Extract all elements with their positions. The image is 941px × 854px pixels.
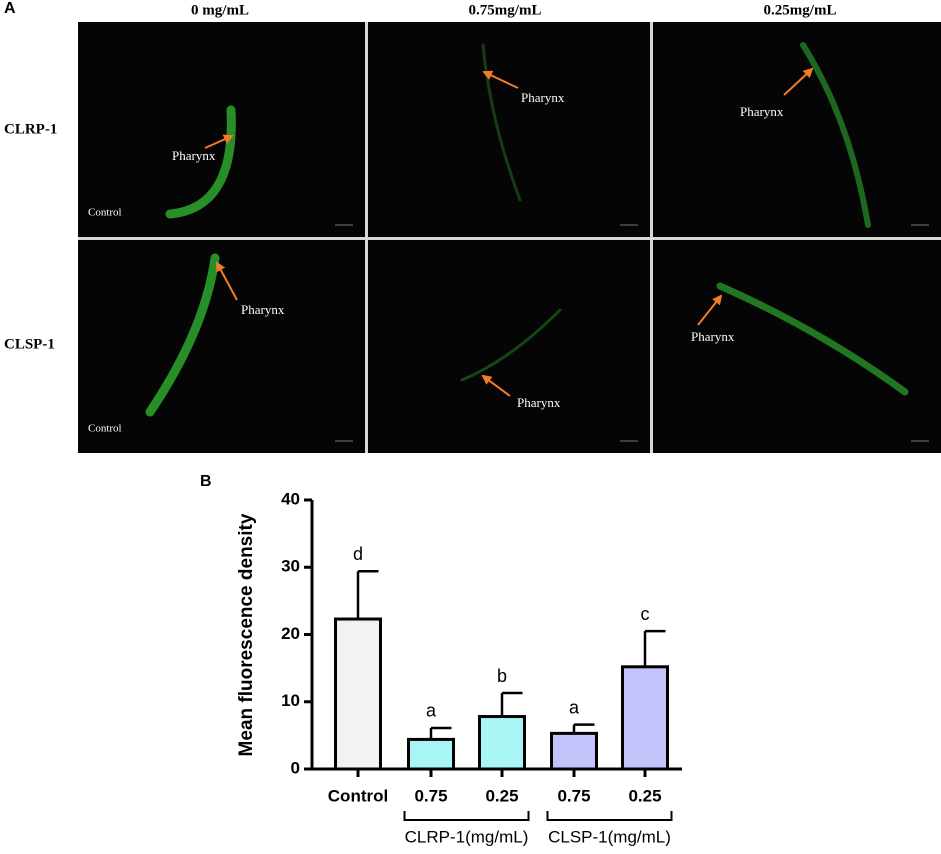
arrow [216,261,238,301]
pharynx-label: Pharynx [740,104,784,119]
x-tick-label: 0.75 [557,786,590,805]
column-header: 0 mg/mL [191,2,249,18]
y-axis-title: Mean fluorescence density [236,513,257,756]
micrograph [653,240,941,453]
control-label: Control [88,207,122,219]
pharynx-label: Pharynx [517,395,561,410]
micrograph [368,22,650,237]
row-label: CLRP-1 [4,121,57,137]
micrograph [78,240,365,453]
row-label: CLSP-1 [4,336,55,352]
micrograph-panel: Pharynx Control Pharynx Pharynx Pharynx Contr… [78,22,941,453]
pharynx-label: Pharynx [241,302,285,317]
x-tick-label: 0.75 [414,786,447,805]
worm [716,282,909,396]
significance-letter: a [569,697,580,717]
significance-letter: a [426,701,437,721]
worm [460,308,562,382]
panel-label: A [4,0,16,17]
micrograph [78,22,365,237]
x-tick-label: 0.25 [485,786,518,805]
arrow [697,294,723,326]
y-tick-label: 40 [281,489,300,508]
column-header: 0.25mg/mL [764,2,837,18]
x-tick-label: Control [328,786,388,805]
y-tick-label: 0 [291,758,300,777]
pharynx-label: Pharynx [691,329,735,344]
arrow [482,70,519,89]
y-tick-label: 20 [281,624,300,643]
worm [800,42,871,228]
y-tick-label: 10 [281,691,300,710]
worm [145,253,220,417]
group-bracket [403,811,530,821]
group-bracket [546,811,673,821]
control-label: Control [88,423,122,435]
micrograph [368,240,650,453]
worm [165,105,236,219]
column-header: 0.75mg/mL [469,2,542,18]
bar [550,731,598,771]
x-tick-label: 0.25 [628,786,661,805]
bar [407,737,455,771]
significance-letter: c [641,604,650,624]
pharynx-label: Pharynx [521,90,565,105]
group-label: CLSP-1(mg/mL) [548,827,671,846]
bar [334,617,382,771]
worm [481,43,522,202]
y-tick-label: 30 [281,557,300,576]
significance-letter: b [497,666,507,686]
arrow [783,67,814,96]
bar [621,665,669,771]
panel-label: B [200,473,212,490]
significance-letter: d [353,544,363,564]
bar [478,715,526,771]
arrow [481,374,511,397]
micrograph [653,22,941,237]
arrow [204,134,234,149]
group-label: CLRP-1(mg/mL) [405,827,529,846]
pharynx-label: Pharynx [172,148,216,163]
